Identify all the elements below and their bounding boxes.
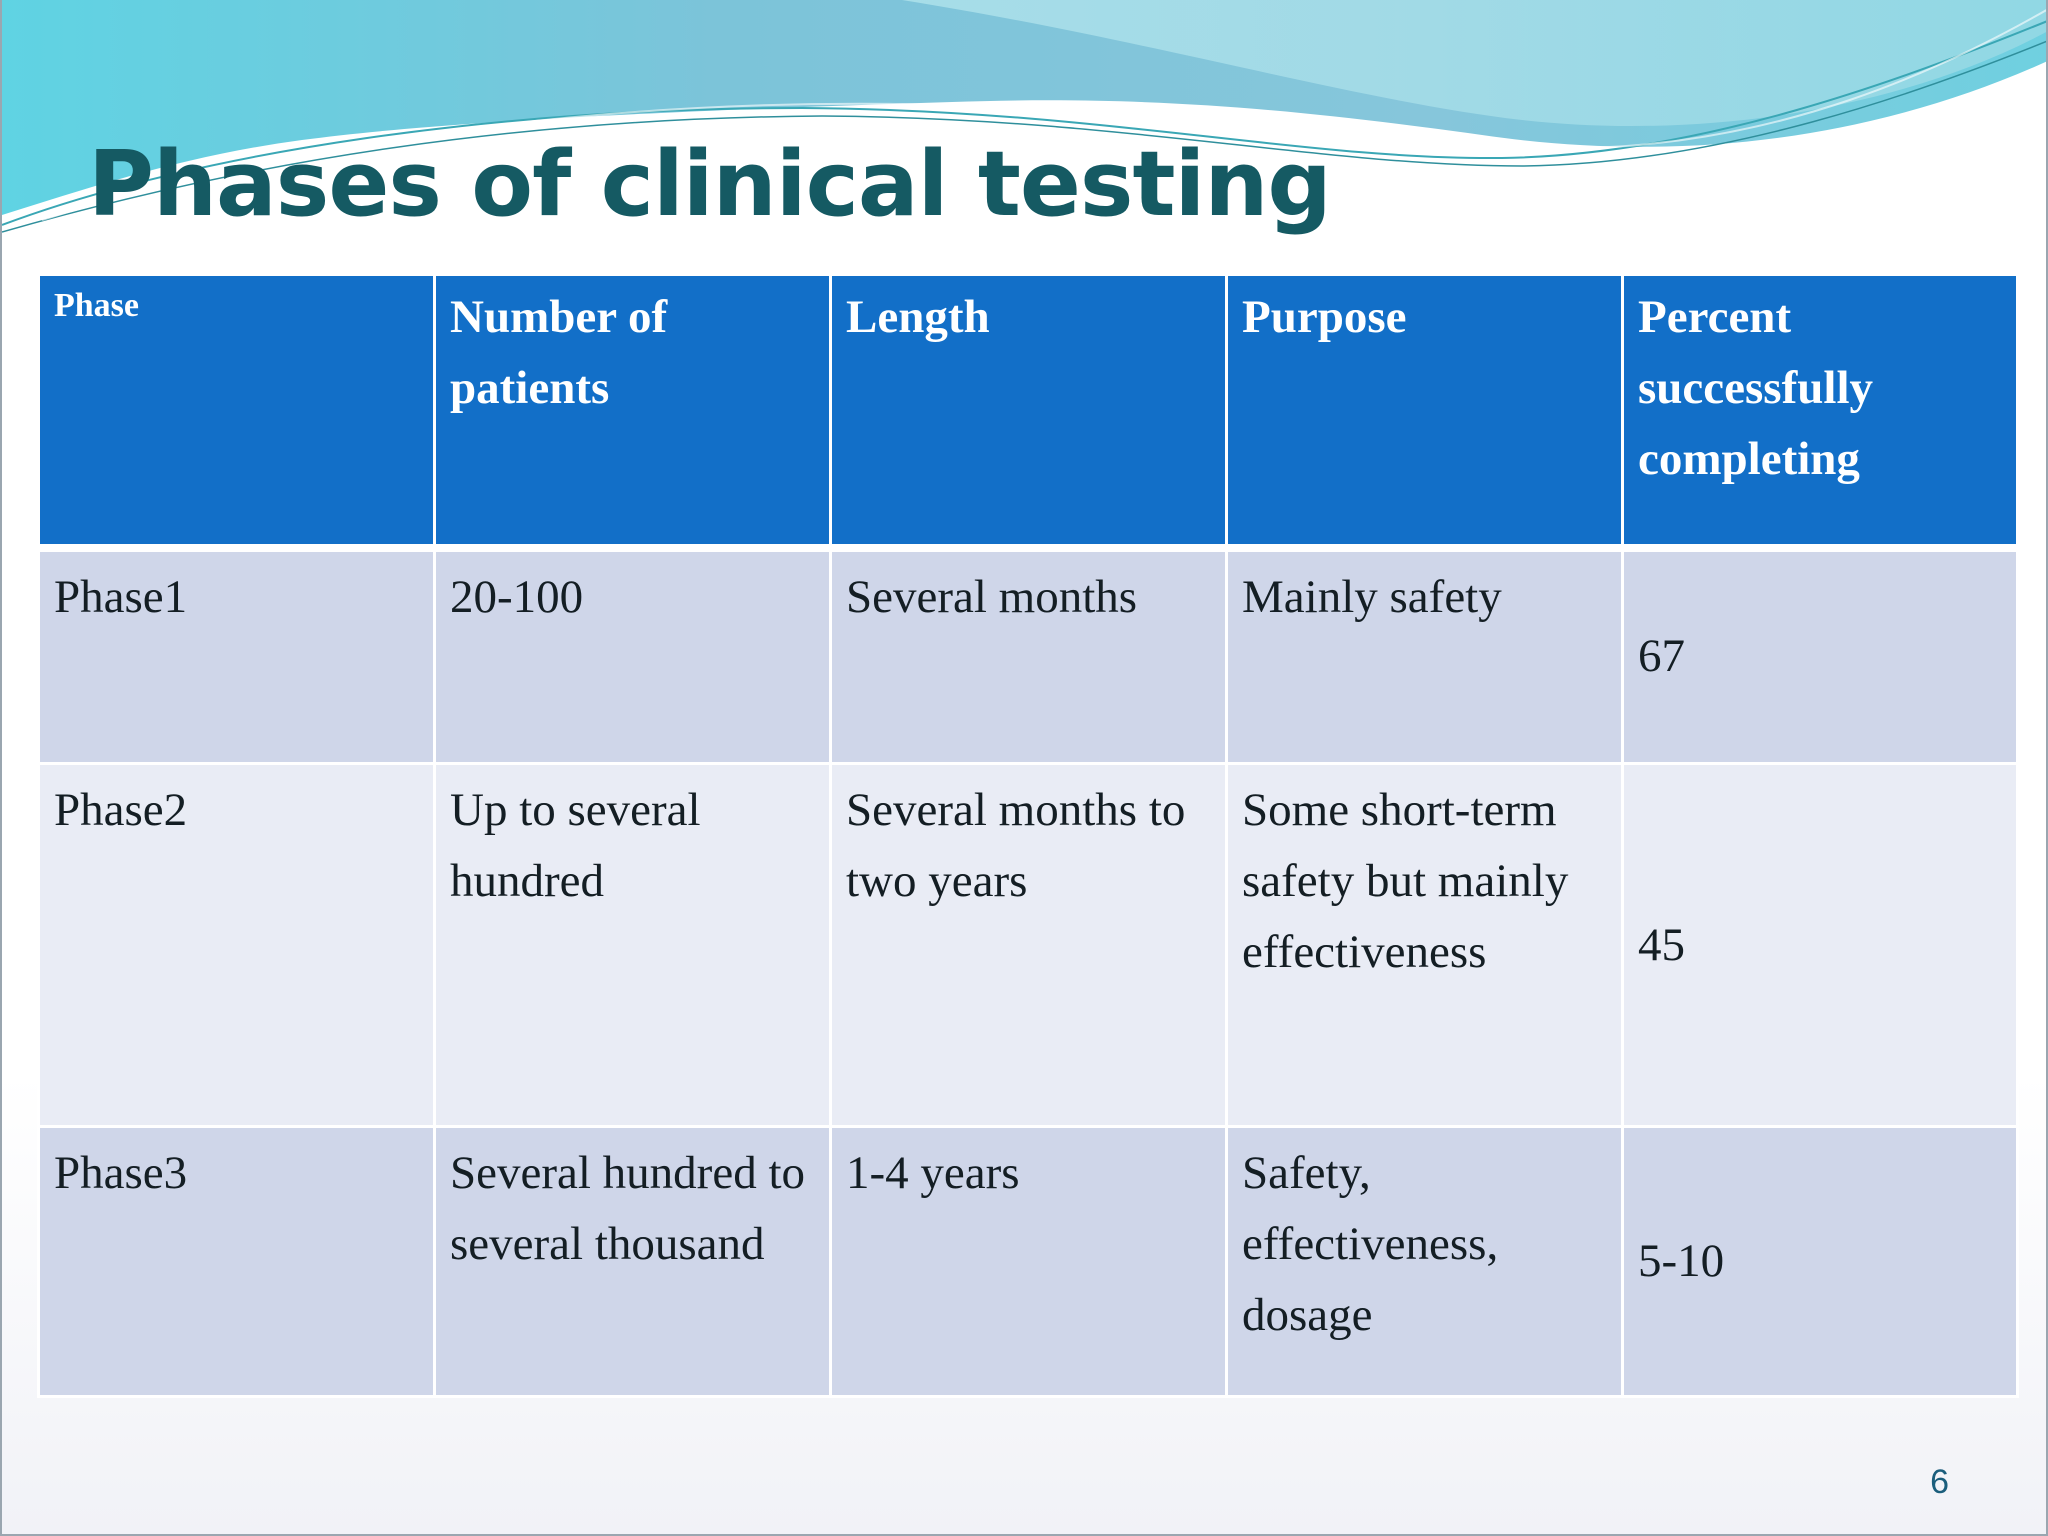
cell-length: Several months to two years <box>829 762 1228 1128</box>
slide-title: Phases of clinical testing <box>88 132 1332 237</box>
cell-purpose: Some short-term safety but mainly effect… <box>1225 762 1624 1128</box>
table-row: Phase2 Up to several hundred Several mon… <box>37 762 2019 1128</box>
clinical-phases-table: Phase Number of patients Length Purpose … <box>37 273 2019 1398</box>
header-phase: Phase <box>37 273 436 549</box>
cell-purpose: Mainly safety <box>1225 546 1624 765</box>
cell-phase: Phase2 <box>37 762 436 1128</box>
cell-length: 1-4 years <box>829 1125 1228 1398</box>
header-percent-completing: Percent successfully completing <box>1621 273 2019 549</box>
header-number-of-patients: Number of patients <box>433 273 832 549</box>
cell-percent: 5-10 <box>1621 1125 2019 1398</box>
cell-patients: Up to several hundred <box>433 762 832 1128</box>
header-length: Length <box>829 273 1228 549</box>
cell-percent: 45 <box>1621 762 2019 1128</box>
page-number: 6 <box>1930 1463 1949 1501</box>
cell-patients: Several hundred to several thousand <box>433 1125 832 1398</box>
header-purpose: Purpose <box>1225 273 1624 549</box>
cell-phase: Phase1 <box>37 546 436 765</box>
wave-decoration <box>2 0 2046 233</box>
cell-phase: Phase3 <box>37 1125 436 1398</box>
table-row: Phase1 20-100 Several months Mainly safe… <box>37 546 2019 765</box>
cell-percent: 67 <box>1621 546 2019 765</box>
cell-length: Several months <box>829 546 1228 765</box>
cell-patients: 20-100 <box>433 546 832 765</box>
table-header-row: Phase Number of patients Length Purpose … <box>37 273 2019 549</box>
table-row: Phase3 Several hundred to several thousa… <box>37 1125 2019 1398</box>
cell-purpose: Safety, effectiveness, dosage <box>1225 1125 1624 1398</box>
